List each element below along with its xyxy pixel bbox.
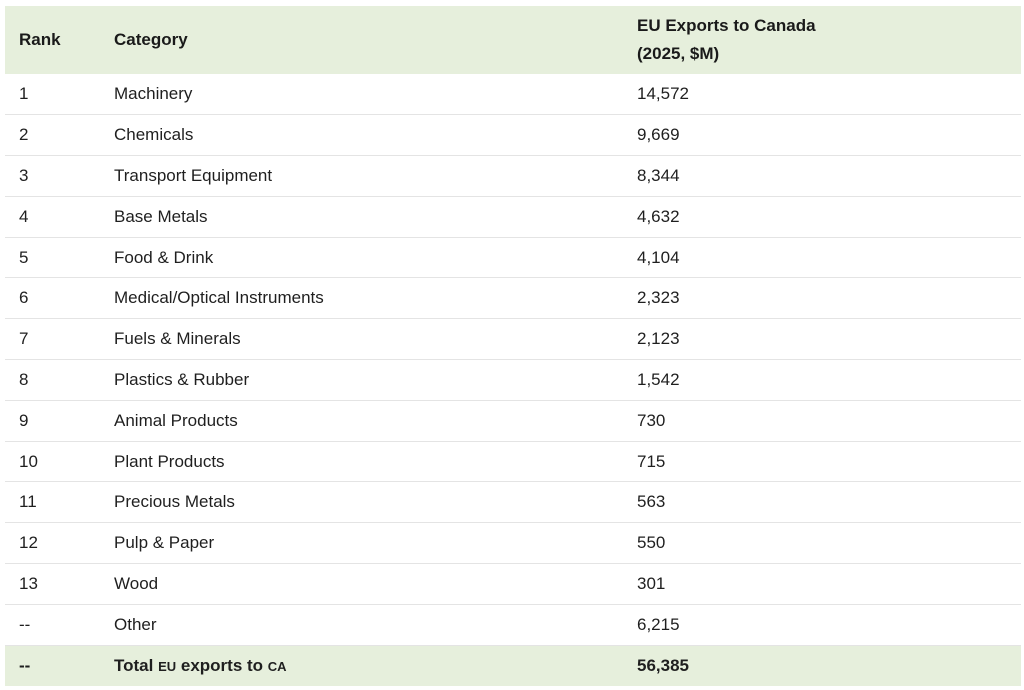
row-value: 2,323	[637, 288, 680, 308]
row-value: 730	[637, 410, 666, 430]
row-rank: 3	[19, 165, 29, 185]
table-row: 10 Plant Products 715	[5, 441, 1021, 482]
row-rank: 5	[19, 247, 29, 267]
table-row: -- Other 6,215	[5, 604, 1021, 646]
row-value: 4,104	[637, 247, 680, 267]
table-body: 1 Machinery 14,572 2 Chemicals 9,669 3 T…	[5, 74, 1021, 687]
table-row: 13 Wood 301	[5, 564, 1021, 605]
row-rank: 8	[19, 369, 29, 389]
table-row: 6 Medical/Optical Instruments 2,323	[5, 278, 1021, 319]
row-value: 1,542	[637, 369, 680, 389]
table-row: 4 Base Metals 4,632	[5, 196, 1021, 238]
row-value: 563	[637, 492, 666, 512]
header-value-line1: EU Exports to Canada	[637, 16, 816, 35]
row-rank: 4	[19, 206, 29, 226]
row-value: 6,215	[637, 614, 680, 634]
total-row: -- Total eu exports to ca 56,385	[5, 645, 1021, 687]
table-header: Rank Category EU Exports to Canada (2025…	[5, 6, 1021, 74]
row-category: Wood	[114, 573, 159, 593]
row-value: 715	[637, 451, 666, 471]
header-rank: Rank	[19, 30, 61, 49]
total-label-eu: eu	[158, 658, 177, 674]
table-row: 11 Precious Metals 563	[5, 482, 1021, 523]
row-rank: 6	[19, 288, 29, 308]
row-category: Plant Products	[114, 451, 225, 471]
row-category: Machinery	[114, 84, 193, 104]
row-value: 14,572	[637, 84, 689, 104]
total-label-part2: exports to	[176, 655, 268, 675]
total-label: Total eu exports to ca	[99, 645, 622, 686]
row-category: Chemicals	[114, 125, 194, 145]
row-value: 9,669	[637, 125, 680, 145]
row-category: Other	[114, 614, 157, 634]
row-category: Base Metals	[114, 206, 208, 226]
header-category: Category	[114, 30, 188, 49]
row-category: Precious Metals	[114, 492, 235, 512]
table-row: 7 Fuels & Minerals 2,123	[5, 319, 1021, 360]
row-rank: 7	[19, 329, 29, 349]
table-row: 2 Chemicals 9,669	[5, 115, 1021, 156]
total-label-ca: ca	[267, 658, 287, 674]
row-category: Fuels & Minerals	[114, 329, 241, 349]
total-value: 56,385	[637, 655, 689, 675]
table-row: 9 Animal Products 730	[5, 400, 1021, 442]
header-value: EU Exports to Canada (2025, $M)	[622, 6, 1021, 74]
total-rank: --	[19, 655, 31, 675]
row-value: 550	[637, 533, 666, 553]
table-row: 8 Plastics & Rubber 1,542	[5, 360, 1021, 401]
row-rank: 1	[19, 84, 29, 104]
row-category: Pulp & Paper	[114, 533, 215, 553]
table-row: 5 Food & Drink 4,104	[5, 237, 1021, 278]
total-label-part1: Total	[114, 655, 159, 675]
table-row: 1 Machinery 14,572	[5, 74, 1021, 115]
row-category: Transport Equipment	[114, 165, 273, 185]
row-category: Plastics & Rubber	[114, 369, 250, 389]
row-rank: 11	[19, 492, 37, 512]
row-rank: 2	[19, 125, 29, 145]
row-category: Animal Products	[114, 410, 238, 430]
row-rank: 13	[19, 573, 38, 593]
table-row: 12 Pulp & Paper 550	[5, 523, 1021, 564]
row-value: 4,632	[637, 206, 680, 226]
row-category: Medical/Optical Instruments	[114, 288, 324, 308]
header-value-line2: (2025, $M)	[637, 44, 720, 63]
row-rank: 10	[19, 451, 38, 471]
row-value: 301	[637, 573, 666, 593]
row-rank: 9	[19, 410, 29, 430]
exports-table-container: Rank Category EU Exports to Canada (2025…	[5, 6, 1021, 687]
table-row: 3 Transport Equipment 8,344	[5, 156, 1021, 197]
row-rank: --	[19, 614, 31, 634]
row-value: 2,123	[637, 329, 680, 349]
row-rank: 12	[19, 533, 38, 553]
eu-exports-table: Rank Category EU Exports to Canada (2025…	[5, 6, 1021, 687]
row-category: Food & Drink	[114, 247, 214, 267]
header-row: Rank Category EU Exports to Canada (2025…	[5, 6, 1021, 74]
row-value: 8,344	[637, 165, 680, 185]
